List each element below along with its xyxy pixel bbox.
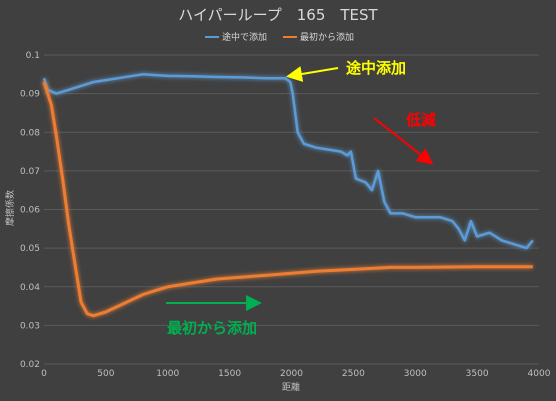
x-tick-label: 500 bbox=[97, 369, 114, 379]
y-tick-label: 0.05 bbox=[20, 244, 40, 254]
x-tick-label: 0 bbox=[41, 369, 47, 379]
annotation-arrow-red bbox=[373, 117, 434, 165]
series-line-saisho-kara-tenka bbox=[42, 81, 533, 318]
y-tick-label: 0.02 bbox=[20, 360, 40, 370]
y-tick-label: 0.09 bbox=[20, 90, 40, 100]
chart-title: ハイパーループ 165 TEST bbox=[178, 6, 378, 24]
series-line-tochuu-tenka bbox=[42, 73, 534, 250]
y-axis-label: 摩擦係数 bbox=[4, 190, 16, 226]
annotation-saisho-kara-tenka: 最初から添加 bbox=[167, 319, 257, 337]
annotation-teigen: 低減 bbox=[405, 111, 436, 129]
x-tick-label: 2000 bbox=[280, 369, 303, 379]
x-tick-labels: 0 500 1000 1500 2000 2500 3000 3500 4000 bbox=[41, 369, 551, 379]
grid bbox=[44, 54, 539, 365]
x-tick-label: 2500 bbox=[342, 369, 365, 379]
x-tick-label: 1500 bbox=[218, 369, 241, 379]
x-tick-label: 3000 bbox=[404, 369, 427, 379]
y-tick-labels: 0.02 0.03 0.04 0.05 0.06 0.07 0.08 0.09 0.1 bbox=[20, 51, 40, 370]
annotation-arrow-yellow bbox=[286, 66, 339, 82]
x-axis-label: 距離 bbox=[282, 381, 300, 393]
legend-label: 最初から添加 bbox=[300, 31, 354, 43]
y-tick-label: 0.04 bbox=[20, 283, 40, 293]
legend: 途中で添加 最初から添加 bbox=[205, 31, 354, 43]
x-tick-label: 1000 bbox=[156, 369, 179, 379]
x-tick-label: 3500 bbox=[466, 369, 489, 379]
y-tick-label: 0.08 bbox=[20, 128, 40, 138]
y-tick-label: 0.1 bbox=[26, 51, 40, 61]
y-tick-label: 0.07 bbox=[20, 167, 40, 177]
y-tick-label: 0.06 bbox=[20, 206, 40, 216]
annotation-tochuu-tenka: 途中添加 bbox=[346, 59, 406, 77]
series-group bbox=[42, 73, 534, 318]
y-tick-label: 0.03 bbox=[20, 321, 40, 331]
x-tick-label: 4000 bbox=[528, 369, 551, 379]
legend-label: 途中で添加 bbox=[222, 31, 267, 43]
